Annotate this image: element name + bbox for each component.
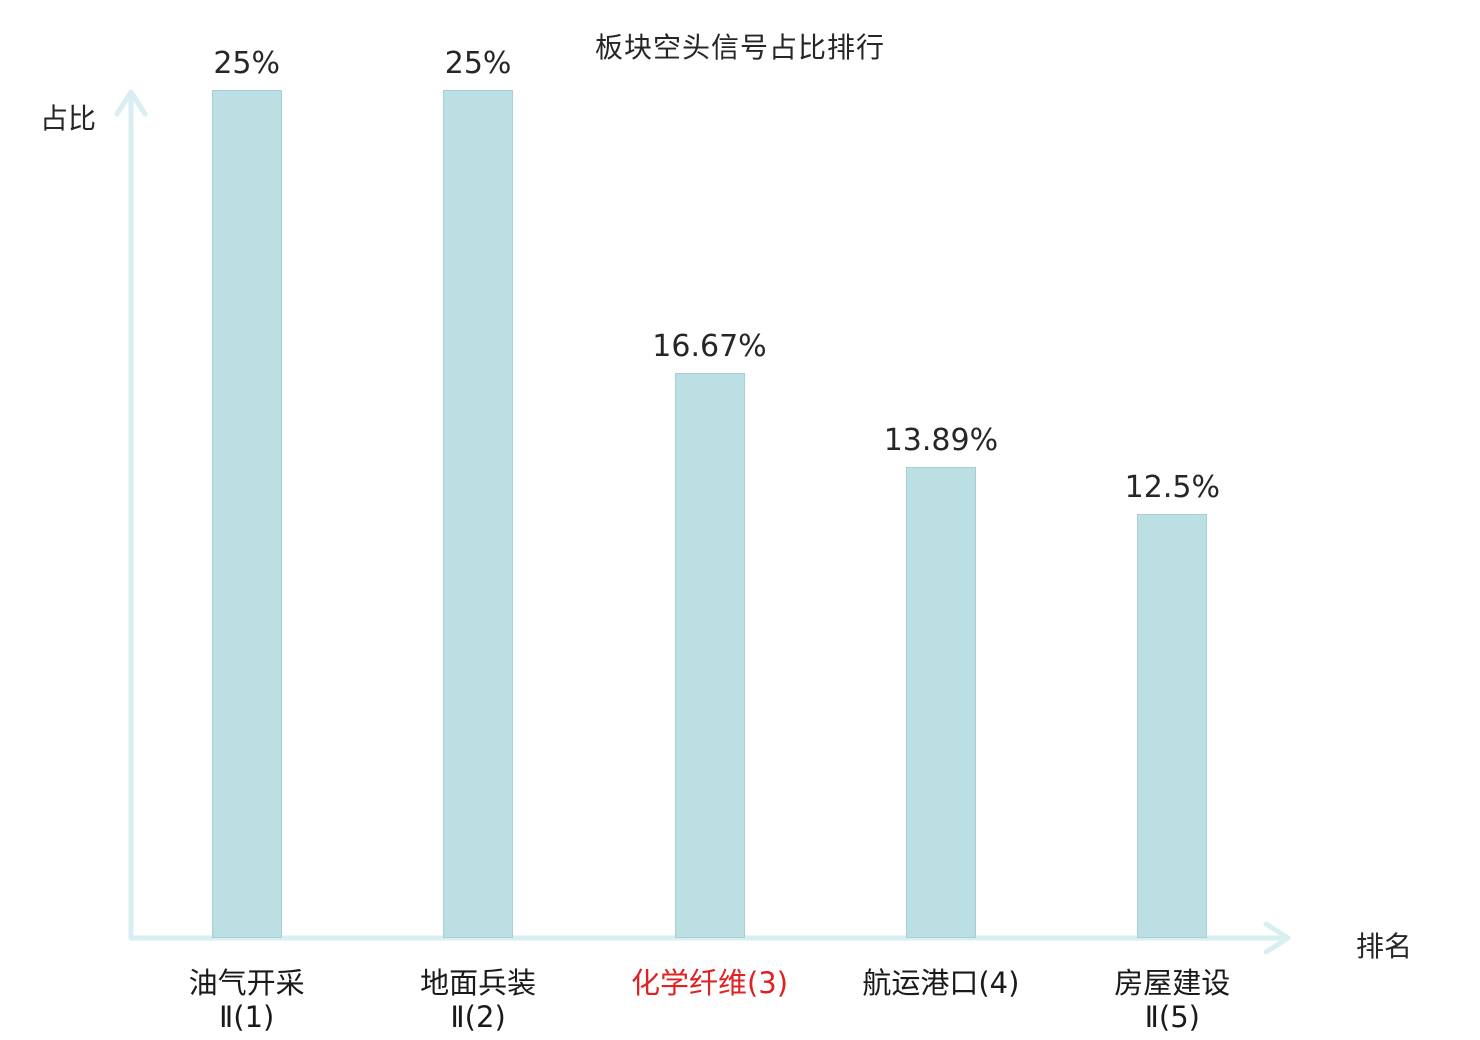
bar-2 [443,90,514,938]
category-label-line1: 油气开采 [188,966,305,1000]
category-label-1: 油气开采 Ⅱ(1) [97,966,397,1034]
category-label-2: 地面兵装 Ⅱ(2) [328,966,628,1034]
x-axis-arrow-icon [1263,921,1291,955]
category-label-3: 化学纤维(3) [560,966,860,1000]
bar-5 [1137,514,1208,938]
category-label-line1: 房屋建设 [1114,966,1231,1000]
bar-1 [211,90,282,938]
bar-value-label: 16.67% [652,329,767,364]
category-label-line1: 化学纤维(3) [630,966,789,1000]
x-axis-label: 排名 [1356,930,1413,963]
y-axis-label: 占比 [40,102,97,135]
bar-3 [674,373,745,938]
bar-4 [905,467,976,938]
category-label-5: 房屋建设 Ⅱ(5) [1022,966,1322,1034]
category-label-line2: Ⅱ(5) [1144,1000,1200,1034]
bar-value-label: 13.89% [883,423,999,458]
category-label-line2: Ⅱ(1) [219,1000,275,1034]
category-label-line2: Ⅱ(2) [450,1000,506,1034]
chart-title: 板块空头信号占比排行 [594,31,885,64]
category-label-line1: 航运港口(4) [862,966,1020,1000]
category-label-line1: 地面兵装 [420,966,537,1000]
y-axis-arrow-icon [114,89,148,117]
bar-value-label: 12.5% [1124,470,1220,505]
bar-value-label: 25% [444,46,512,81]
category-label-4: 航运港口(4) [791,966,1091,1000]
bar-value-label: 25% [213,46,281,81]
